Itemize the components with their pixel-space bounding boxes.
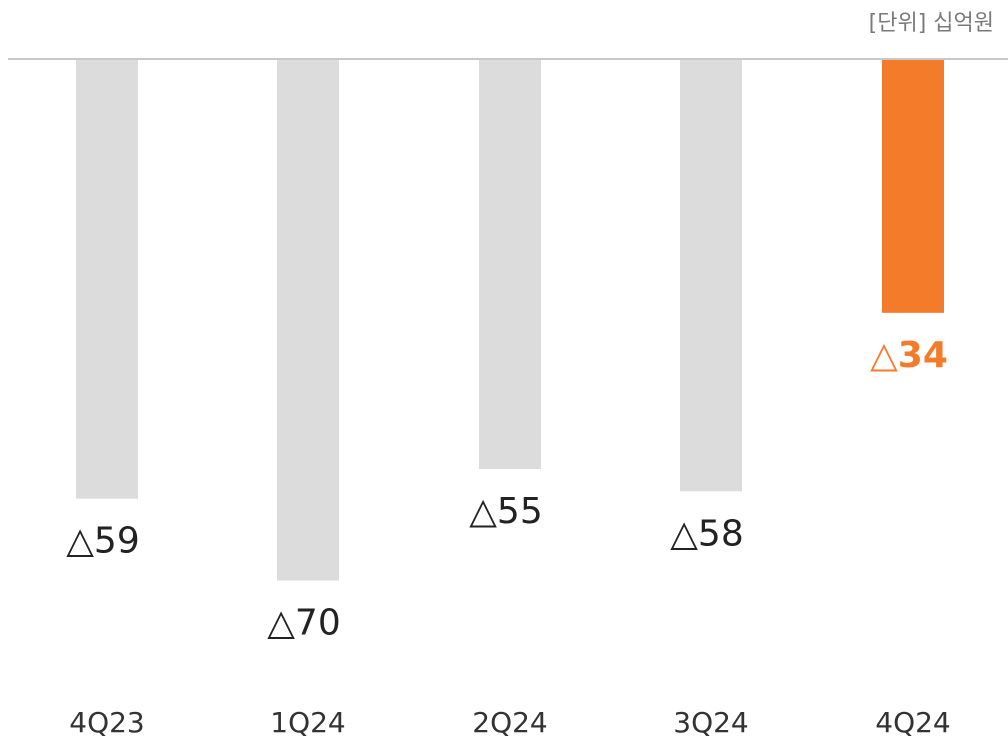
bar-2q24	[479, 60, 541, 469]
category-label-3q24: 3Q24	[673, 706, 748, 737]
value-label-4q24: △34	[870, 335, 948, 376]
value-label-4q23: △59	[66, 521, 140, 562]
value-label-1q24: △70	[267, 603, 341, 644]
value-label-2q24: △55	[469, 491, 543, 532]
bar-4q24	[882, 60, 944, 313]
category-label-4q24: 4Q24	[875, 706, 950, 737]
bar-1q24	[277, 60, 339, 581]
unit-label: [단위] 십억원	[869, 11, 994, 36]
category-label-4q23: 4Q23	[69, 706, 144, 737]
bars-layer: △59 4Q23 △70 1Q24 △55 2Q24 △58 3Q24 △34 4Q24	[66, 60, 951, 737]
bar-4q23	[76, 60, 138, 499]
value-label-3q24: △58	[670, 513, 744, 554]
category-label-1q24: 1Q24	[270, 706, 345, 737]
bar-3q24	[680, 60, 742, 492]
category-label-2q24: 2Q24	[472, 706, 547, 737]
